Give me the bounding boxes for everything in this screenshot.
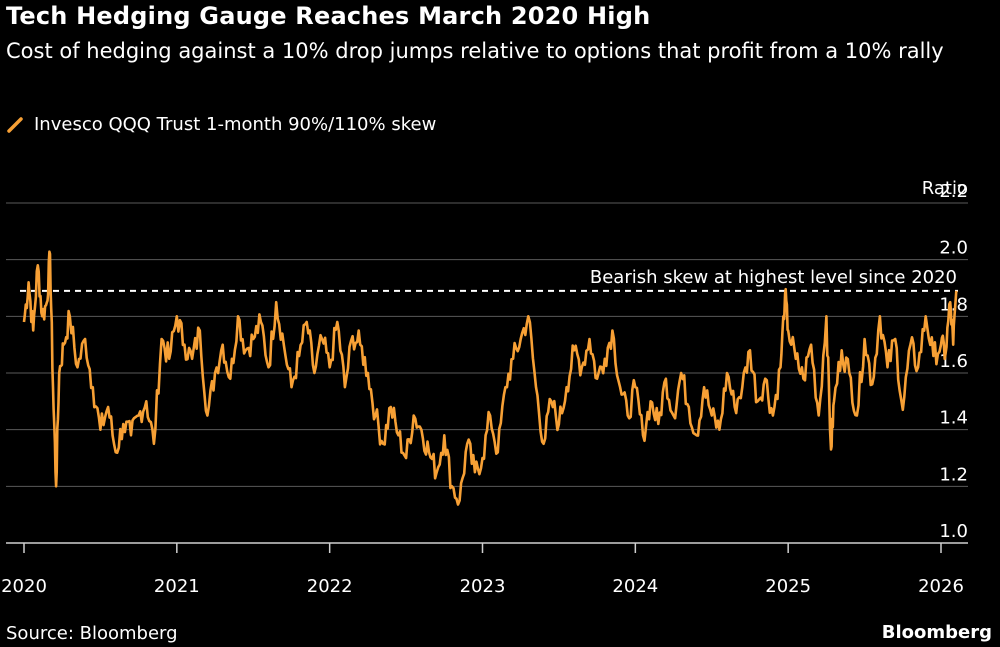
x-tick-label: 2021 [154, 576, 200, 597]
x-tick-label: 2025 [765, 576, 811, 597]
x-tick-label: 2026 [918, 576, 964, 597]
y-tick-label: 2.0 [939, 238, 968, 259]
reference-line-label: Bearish skew at highest level since 2020 [590, 267, 957, 288]
x-axis-ticks: 2020 2021 2022 2023 2024 2025 2026 [1, 543, 964, 597]
legend: Invesco QQQ Trust 1-month 90%/110% skew [6, 114, 436, 135]
series-line-skew [22, 250, 958, 506]
chart-subtitle: Cost of hedging against a 10% drop jumps… [6, 39, 944, 63]
source-note: Source: Bloomberg [6, 623, 178, 644]
y-tick-labels: 2.2 2.0 1.8 1.6 1.4 1.2 1.0 [939, 181, 968, 542]
y-tick-label: 1.8 [939, 294, 968, 315]
y-tick-label: 1.0 [939, 521, 968, 542]
x-tick-label: 2023 [460, 576, 506, 597]
x-tick-label: 2024 [612, 576, 658, 597]
y-tick-label: 2.2 [939, 181, 968, 202]
legend-line-icon [6, 116, 24, 134]
y-tick-label: 1.2 [939, 464, 968, 485]
y-tick-label: 1.6 [939, 351, 968, 372]
x-tick-label: 2020 [1, 576, 47, 597]
brand-logo: Bloomberg [881, 622, 992, 643]
legend-label: Invesco QQQ Trust 1-month 90%/110% skew [34, 114, 437, 135]
chart-title: Tech Hedging Gauge Reaches March 2020 Hi… [6, 2, 651, 30]
y-axis-label: Ratio [922, 178, 968, 199]
y-tick-label: 1.4 [939, 408, 968, 429]
x-tick-label: 2022 [307, 576, 353, 597]
